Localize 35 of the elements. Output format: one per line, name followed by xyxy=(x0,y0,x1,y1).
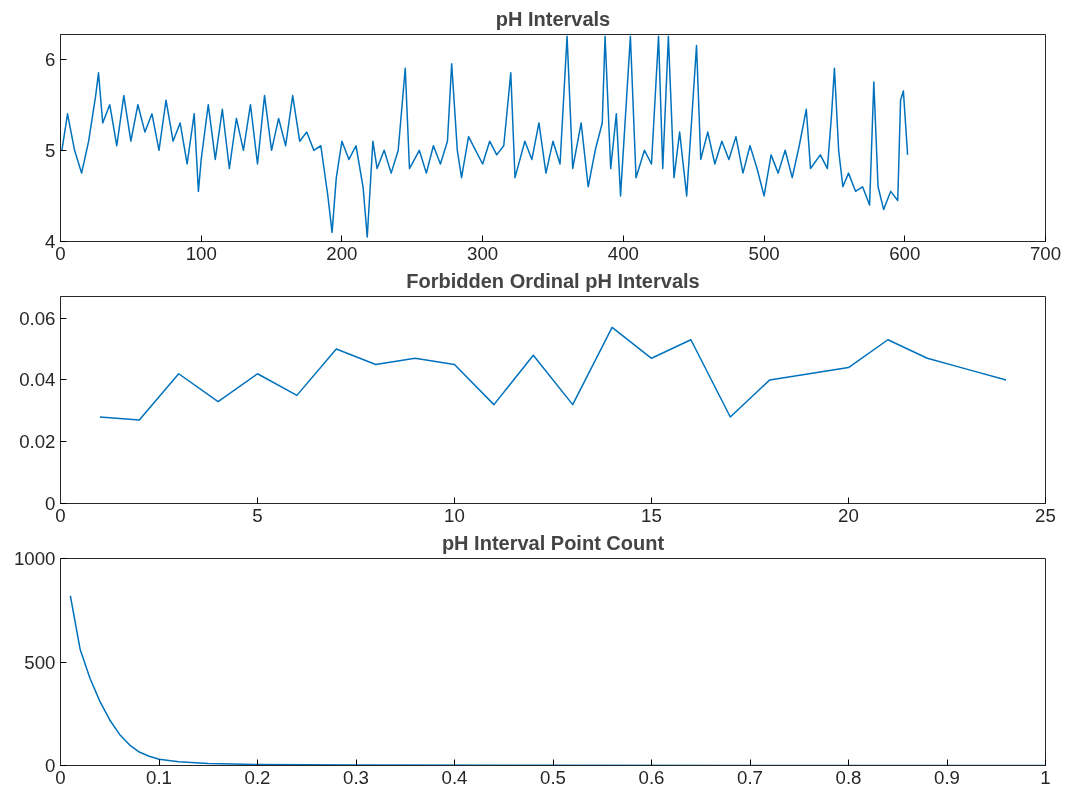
x-tick-label: 5 xyxy=(252,504,263,526)
x-tick-label: 400 xyxy=(607,242,639,264)
y-tick-label: 0.04 xyxy=(19,369,56,391)
x-tick-label: 20 xyxy=(838,504,859,526)
x-tick-label: 500 xyxy=(748,242,780,264)
x-tick-label: 200 xyxy=(326,242,358,264)
y-tick-label: 0.02 xyxy=(19,431,56,453)
y-tick-label: 500 xyxy=(24,651,56,673)
chart-title: Forbidden Ordinal pH Intervals xyxy=(406,269,700,292)
x-tick-label: 15 xyxy=(641,504,662,526)
x-tick-label: 0.4 xyxy=(441,766,468,788)
x-tick-label: 1 xyxy=(1040,766,1051,788)
x-tick-label: 25 xyxy=(1035,504,1056,526)
chart-title: pH Interval Point Count xyxy=(441,531,665,554)
x-tick-label: 0.9 xyxy=(934,766,960,788)
y-tick-label: 0.06 xyxy=(19,307,56,329)
x-tick-label: 0.6 xyxy=(638,766,665,788)
line-series xyxy=(99,326,1007,421)
x-tick-label: 600 xyxy=(889,242,921,264)
x-tick-label: 300 xyxy=(467,242,499,264)
line-series xyxy=(61,35,909,238)
x-tick-label: 0.7 xyxy=(737,766,763,788)
x-tick-label: 0.3 xyxy=(343,766,369,788)
x-tick-label: 0.2 xyxy=(244,766,271,788)
x-tick-label: 0.1 xyxy=(146,766,172,788)
x-tick-label: 0.8 xyxy=(835,766,862,788)
x-tick-label: 100 xyxy=(185,242,217,264)
y-tick-label: 5 xyxy=(45,139,56,161)
y-tick-label: 1000 xyxy=(14,548,56,569)
x-tick-label: 700 xyxy=(1029,242,1062,264)
x-tick-label: 10 xyxy=(444,504,465,526)
chart-title: pH Intervals xyxy=(495,7,611,30)
y-tick-label: 4 xyxy=(45,231,56,252)
y-tick-label: 6 xyxy=(45,48,56,70)
x-tick-label: 0.5 xyxy=(540,766,566,788)
